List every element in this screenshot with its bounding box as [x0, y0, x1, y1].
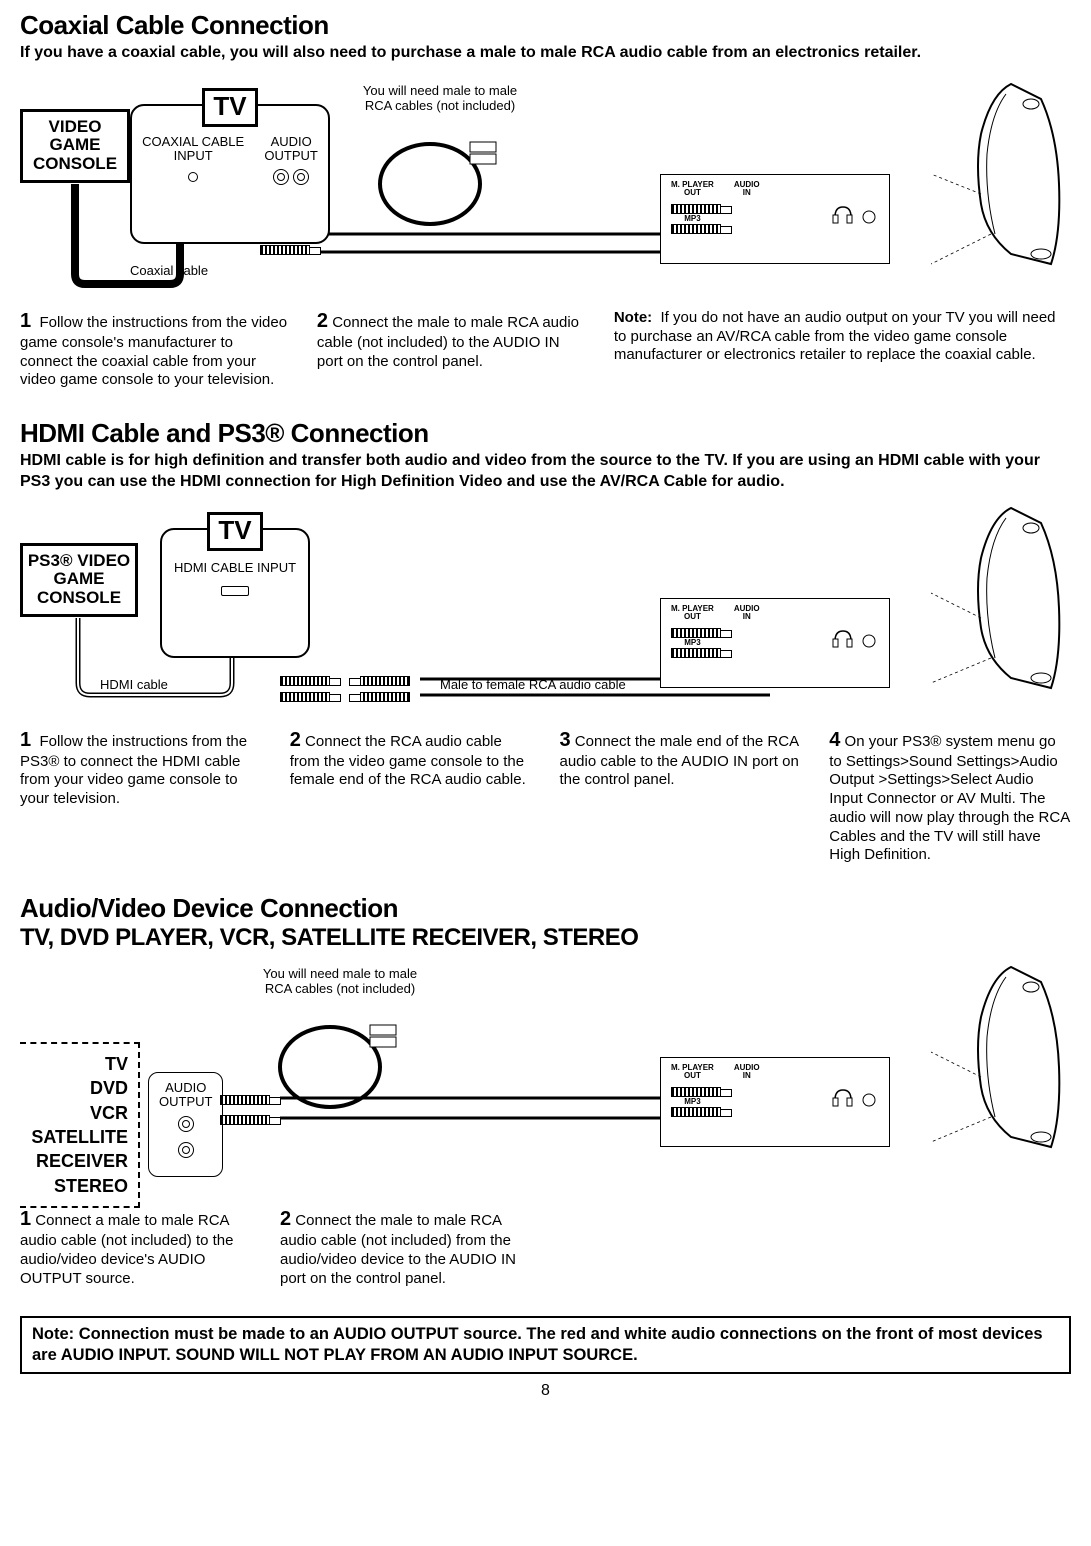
hdmi-port-icon	[221, 586, 249, 596]
rca-jack-icon	[273, 169, 289, 185]
section-hdmi: HDMI Cable and PS3® Connection HDMI cabl…	[20, 418, 1071, 865]
step-1: 1 Follow the instructions from the video…	[20, 309, 289, 390]
section2-subtitle: HDMI cable is for high definition and tr…	[20, 451, 1071, 493]
rca-cable-note: You will need male to male RCA cables (n…	[360, 84, 520, 114]
control-panel: M. PLAYER OUT MP3 AUDIO IN	[660, 1057, 890, 1147]
step-1: 1 Connect a male to male RCA audio cable…	[20, 1207, 240, 1288]
step-text: Follow the instructions from the video g…	[20, 314, 287, 389]
headphone-dc-icon	[831, 1086, 881, 1116]
section1-steps: 1 Follow the instructions from the video…	[20, 309, 1071, 390]
step-3: 3 Connect the male end of the RCA audio …	[560, 728, 802, 866]
section3-title2: TV, DVD PLAYER, VCR, SATELLITE RECEIVER,…	[20, 924, 1071, 952]
diagram-coaxial: VIDEO GAME CONSOLE TV COAXIAL CABLE INPU…	[20, 74, 1071, 294]
rca-plug-icon	[280, 673, 330, 690]
rca-plug-icon	[671, 625, 721, 642]
rca-plug-icon	[260, 242, 310, 259]
audio-output-box: AUDIO OUTPUT	[148, 1072, 223, 1177]
panel-mplayer-label: M. PLAYER OUT	[671, 605, 714, 621]
audio-output-label: AUDIO OUTPUT	[159, 1081, 212, 1110]
section2-title: HDMI Cable and PS3® Connection	[20, 418, 1071, 449]
section3-steps: 1 Connect a male to male RCA audio cable…	[20, 1207, 1071, 1288]
panel-audio-label: AUDIO IN	[734, 1064, 760, 1080]
step-text: Connect a male to male RCA audio cable (…	[20, 1212, 233, 1287]
rca-plug-icon	[360, 673, 410, 690]
section1-subtitle: If you have a coaxial cable, you will al…	[20, 43, 1071, 64]
tv-box: TV COAXIAL CABLE INPUT AUDIO OUTPUT	[130, 104, 330, 244]
panel-audio-label: AUDIO IN	[734, 181, 760, 197]
gaming-chair-icon	[931, 957, 1071, 1157]
step-2: 2 Connect the male to male RCA audio cab…	[317, 309, 586, 390]
step-2: 2 Connect the RCA audio cable from the v…	[290, 728, 532, 866]
rca-jack-icon	[178, 1116, 194, 1132]
step-2: 2 Connect the male to male RCA audio cab…	[280, 1207, 540, 1288]
hdmi-cable-label: HDMI cable	[100, 678, 168, 692]
control-panel: M. PLAYER OUT MP3 AUDIO IN	[660, 174, 890, 264]
rca-plug-icon	[671, 1104, 721, 1121]
step-1: 1 Follow the instructions from the PS3® …	[20, 728, 262, 866]
diagram-av: TV DVD VCR SATELLITE RECEIVER STEREO AUD…	[20, 962, 1071, 1192]
rca-plug-icon	[671, 221, 721, 238]
device-list-box: TV DVD VCR SATELLITE RECEIVER STEREO	[20, 1042, 140, 1208]
control-panel: M. PLAYER OUT MP3 AUDIO IN	[660, 598, 890, 688]
rca-plug-icon	[360, 689, 410, 706]
note-text: If you do not have an audio output on yo…	[614, 309, 1056, 364]
headphone-dc-icon	[831, 203, 881, 233]
step-text: Connect the RCA audio cable from the vid…	[290, 733, 526, 789]
panel-mplayer-label: M. PLAYER OUT	[671, 1064, 714, 1080]
rca-plug-icon	[671, 201, 721, 218]
rca-plug-icon	[671, 645, 721, 662]
bottom-note: Note: Connection must be made to an AUDI…	[20, 1316, 1071, 1373]
coax-jack-icon	[188, 172, 198, 182]
gaming-chair-icon	[931, 498, 1071, 698]
step-text: On your PS3® system menu go to Settings>…	[829, 733, 1069, 864]
rca-jack-icon	[293, 169, 309, 185]
step-4: 4 On your PS3® system menu go to Setting…	[829, 728, 1071, 866]
audio-output-label: AUDIO OUTPUT	[264, 135, 317, 164]
step-text: Connect the male to male RCA audio cable…	[317, 314, 579, 370]
panel-audio-label: AUDIO IN	[734, 605, 760, 621]
section-av: Audio/Video Device Connection TV, DVD PL…	[20, 893, 1071, 1288]
rca-cable-note: You will need male to male RCA cables (n…	[260, 967, 420, 997]
device-list: TV DVD VCR SATELLITE RECEIVER STEREO	[20, 1052, 128, 1198]
headphone-dc-icon	[831, 627, 881, 657]
page-number: 8	[20, 1382, 1071, 1400]
step-note: Note: If you do not have an audio output…	[614, 309, 1071, 390]
section1-title: Coaxial Cable Connection	[20, 10, 1071, 41]
section3-title1: Audio/Video Device Connection	[20, 893, 1071, 924]
section2-steps: 1 Follow the instructions from the PS3® …	[20, 728, 1071, 866]
section-coaxial: Coaxial Cable Connection If you have a c…	[20, 10, 1071, 390]
tv-badge: TV	[202, 88, 257, 127]
step-text: Connect the male to male RCA audio cable…	[280, 1212, 516, 1287]
rca-plug-icon	[671, 1084, 721, 1101]
note-label: Note:	[614, 309, 652, 326]
rca-plug-icon	[280, 689, 330, 706]
coax-input-label: COAXIAL CABLE INPUT	[142, 135, 244, 164]
hdmi-input-label: HDMI CABLE INPUT	[162, 561, 308, 575]
tv-badge: TV	[207, 512, 262, 551]
step-text: Follow the instructions from the PS3® to…	[20, 733, 247, 808]
tv-box: TV HDMI CABLE INPUT	[160, 528, 310, 658]
step-text: Connect the male end of the RCA audio ca…	[560, 733, 799, 789]
rca-jack-icon	[178, 1142, 194, 1158]
gaming-chair-icon	[931, 74, 1071, 274]
diagram-hdmi: PS3® VIDEO GAME CONSOLE TV HDMI CABLE IN…	[20, 503, 1071, 713]
panel-mplayer-label: M. PLAYER OUT	[671, 181, 714, 197]
